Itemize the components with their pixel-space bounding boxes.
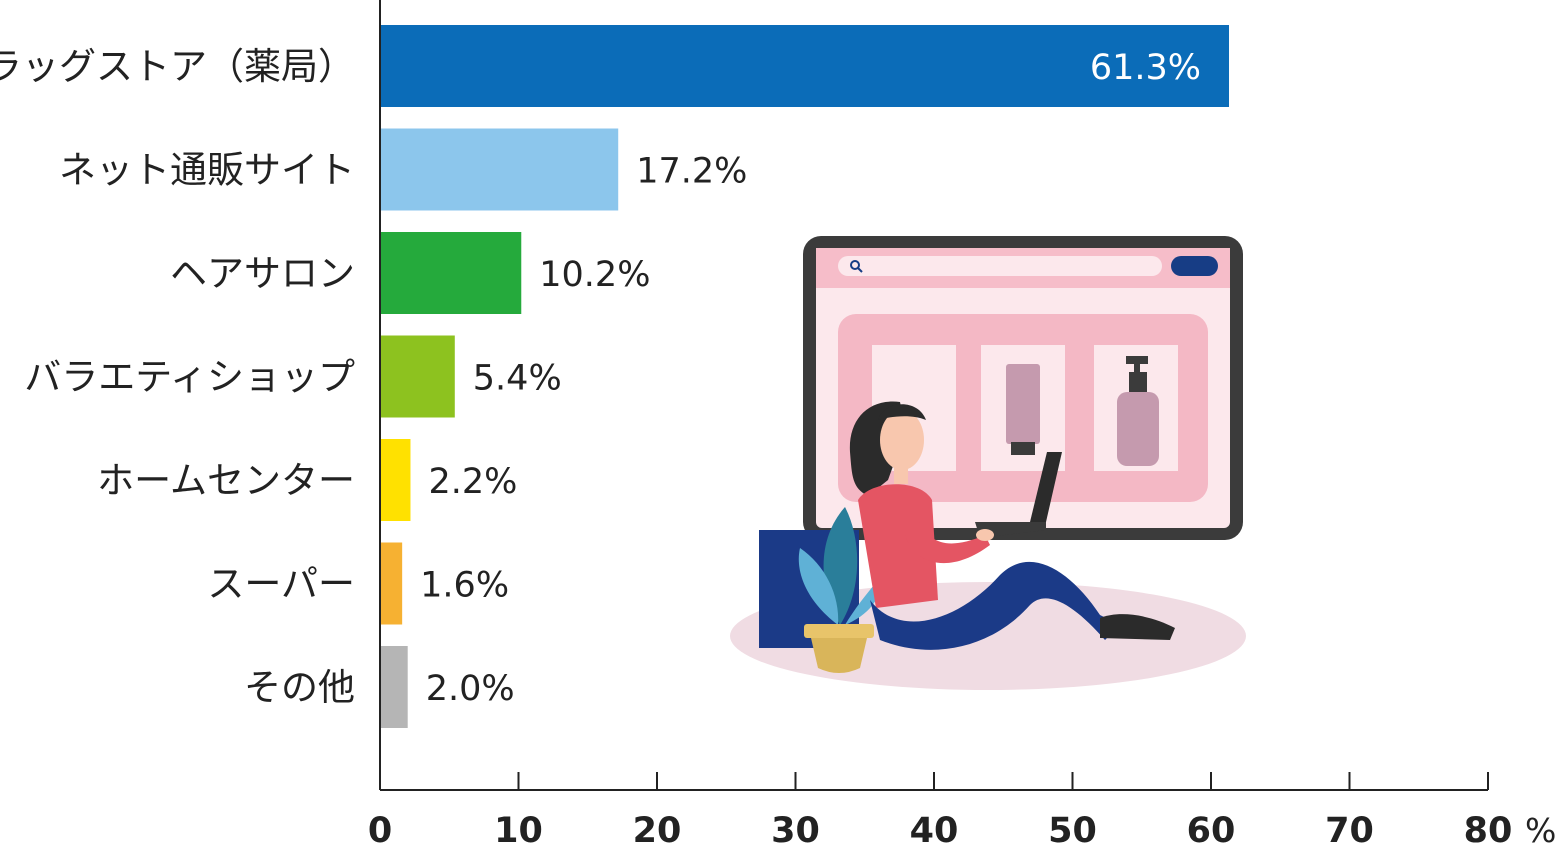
category-label: スーパー xyxy=(207,563,355,606)
arm xyxy=(905,520,990,564)
search-button xyxy=(1171,256,1218,276)
bar xyxy=(381,128,619,211)
x-tick-label: 10 xyxy=(494,811,543,851)
hand xyxy=(976,529,994,541)
bar xyxy=(381,439,411,521)
shoe xyxy=(1100,614,1175,640)
x-tick-label: 40 xyxy=(910,811,959,851)
category-label: その他 xyxy=(244,666,355,709)
bar xyxy=(381,232,522,314)
laptop-screen xyxy=(1030,452,1062,522)
bar xyxy=(381,646,408,728)
x-tick-label: 20 xyxy=(633,811,682,851)
category-label: ネット通販サイト xyxy=(59,149,355,192)
category-label: バラエティショップ xyxy=(24,356,355,399)
search-icon-handle xyxy=(857,267,863,273)
x-tick-label: 30 xyxy=(771,811,820,851)
x-tick-label: 50 xyxy=(1048,811,1097,851)
pump-neck xyxy=(1129,372,1147,392)
value-label: 17.2% xyxy=(636,152,747,192)
pot xyxy=(811,638,867,673)
neck xyxy=(894,466,908,484)
bar xyxy=(381,542,403,625)
pump-head xyxy=(1126,356,1148,364)
search-icon xyxy=(850,260,860,270)
bar xyxy=(381,335,455,418)
value-label: 5.4% xyxy=(473,359,562,399)
pot-rim xyxy=(804,624,874,638)
x-tick-label: 80 xyxy=(1464,811,1513,851)
online-shopping-illustration xyxy=(730,236,1246,690)
x-tick-label: 60 xyxy=(1187,811,1236,851)
x-tick-label: 70 xyxy=(1325,811,1374,851)
value-label: 61.3% xyxy=(1090,48,1201,88)
shirt xyxy=(858,484,938,608)
category-label: ホームセンター xyxy=(97,459,355,502)
search-bar xyxy=(838,256,1162,276)
category-label: ドラッグストア（薬局） xyxy=(0,45,355,88)
pump-bottle-icon xyxy=(1117,392,1159,466)
value-label: 1.6% xyxy=(420,566,509,606)
value-label: 2.0% xyxy=(426,669,515,709)
x-tick-label: 0 xyxy=(368,811,392,851)
pants xyxy=(870,561,1120,650)
tube-icon xyxy=(1006,364,1040,444)
face xyxy=(880,410,924,470)
category-label: ヘアサロン xyxy=(170,252,355,295)
x-axis-unit: % xyxy=(1525,811,1555,850)
bar xyxy=(381,25,1230,107)
hair-top xyxy=(878,404,926,420)
pump-stem xyxy=(1134,362,1140,374)
tube-cap xyxy=(1011,442,1035,455)
plant-leaf-2 xyxy=(798,548,839,625)
value-label: 2.2% xyxy=(428,462,517,502)
value-label: 10.2% xyxy=(539,255,650,295)
